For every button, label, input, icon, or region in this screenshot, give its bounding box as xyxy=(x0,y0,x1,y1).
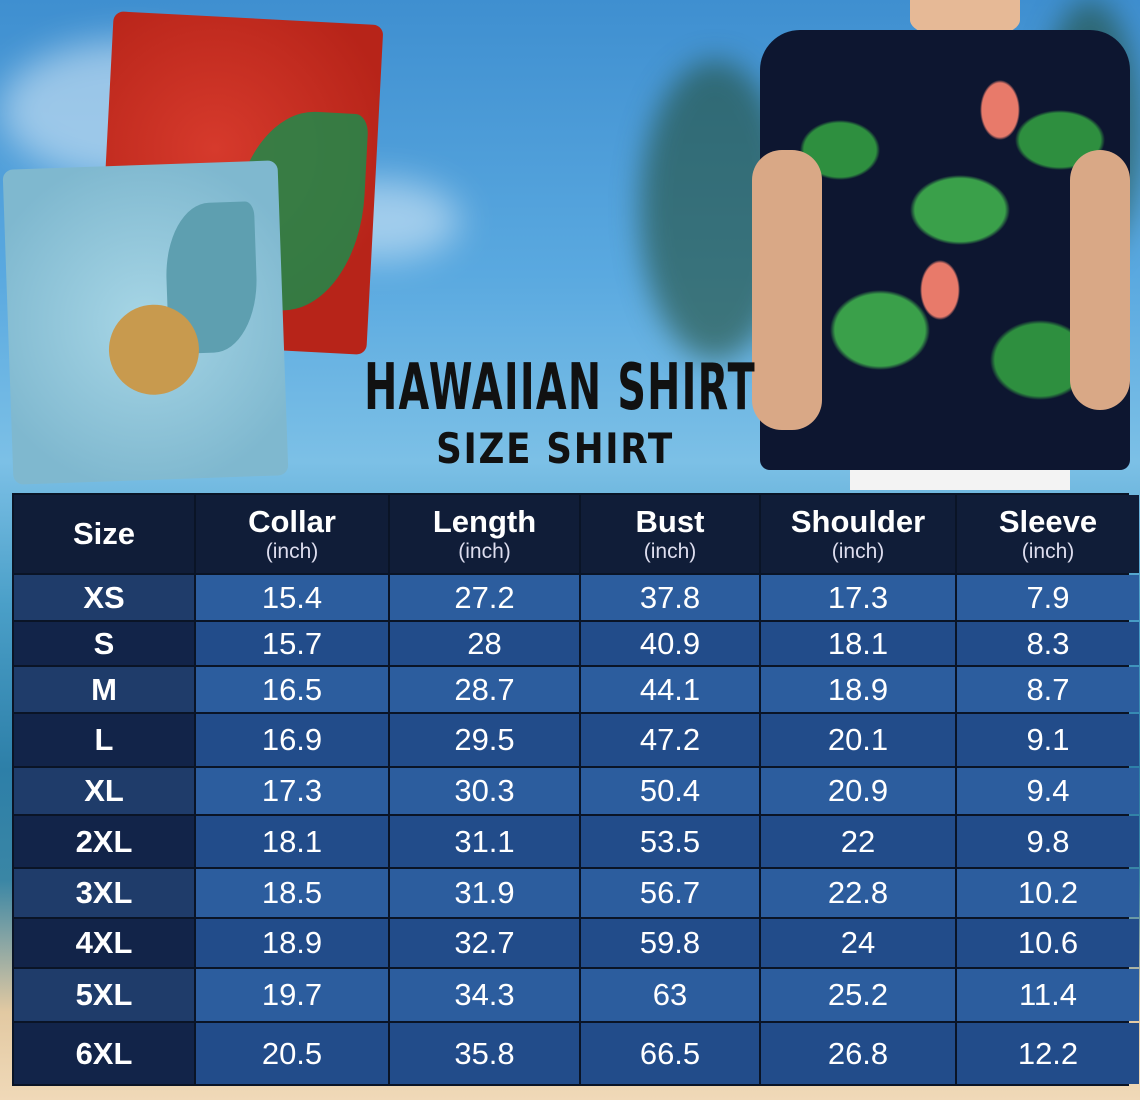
measurement-cell: 9.4 xyxy=(957,768,1139,814)
measurement-cell: 8.3 xyxy=(957,622,1139,665)
measurement-cell: 17.3 xyxy=(196,768,388,814)
size-label: S xyxy=(14,622,194,665)
measurement-cell: 35.8 xyxy=(390,1023,579,1084)
model-shirt-image xyxy=(750,0,1130,490)
measurement-cell: 18.1 xyxy=(196,816,388,867)
table-row: 6XL 20.5 35.8 66.5 26.8 12.2 xyxy=(14,1023,1139,1084)
measurement-cell: 31.9 xyxy=(390,869,579,917)
table-row: 5XL 19.7 34.3 63 25.2 11.4 xyxy=(14,969,1139,1021)
measurement-cell: 10.6 xyxy=(957,919,1139,967)
size-table: Size Collar (inch) Length (inch) Bust (inch) Sh… xyxy=(12,493,1139,1086)
measurement-cell: 30.3 xyxy=(390,768,579,814)
measurement-cell: 11.4 xyxy=(957,969,1139,1021)
column-unit: (inch) xyxy=(1021,540,1075,563)
measurement-cell: 17.3 xyxy=(761,575,955,620)
measurement-cell: 22 xyxy=(761,816,955,867)
measurement-cell: 50.4 xyxy=(581,768,759,814)
column-unit: (inch) xyxy=(643,540,697,563)
measurement-cell: 47.2 xyxy=(581,714,759,766)
column-name: Shoulder xyxy=(790,504,926,539)
column-header-size: Size xyxy=(14,495,194,573)
measurement-cell: 66.5 xyxy=(581,1023,759,1084)
measurement-cell: 7.9 xyxy=(957,575,1139,620)
size-label: 2XL xyxy=(14,816,194,867)
measurement-cell: 37.8 xyxy=(581,575,759,620)
measurement-cell: 28 xyxy=(390,622,579,665)
measurement-cell: 18.9 xyxy=(196,919,388,967)
measurement-cell: 15.7 xyxy=(196,622,388,665)
size-label: L xyxy=(14,714,194,766)
size-label: 3XL xyxy=(14,869,194,917)
measurement-cell: 16.9 xyxy=(196,714,388,766)
measurement-cell: 8.7 xyxy=(957,667,1139,712)
table-row: S 15.7 28 40.9 18.1 8.3 xyxy=(14,622,1139,665)
measurement-cell: 56.7 xyxy=(581,869,759,917)
column-header-collar: Collar (inch) xyxy=(196,495,388,573)
measurement-cell: 28.7 xyxy=(390,667,579,712)
column-unit: (inch) xyxy=(831,540,885,563)
measurement-cell: 22.8 xyxy=(761,869,955,917)
size-label: XL xyxy=(14,768,194,814)
measurement-cell: 31.1 xyxy=(390,816,579,867)
measurement-cell: 10.2 xyxy=(957,869,1139,917)
measurement-cell: 34.3 xyxy=(390,969,579,1021)
measurement-cell: 16.5 xyxy=(196,667,388,712)
column-header-sleeve: Sleeve (inch) xyxy=(957,495,1139,573)
measurement-cell: 27.2 xyxy=(390,575,579,620)
measurement-cell: 19.7 xyxy=(196,969,388,1021)
measurement-cell: 59.8 xyxy=(581,919,759,967)
table-row: M 16.5 28.7 44.1 18.9 8.7 xyxy=(14,667,1139,712)
size-label: 5XL xyxy=(14,969,194,1021)
page-title: HAWAIIAN SHIRT xyxy=(364,351,756,425)
column-header-length: Length (inch) xyxy=(390,495,579,573)
page-subtitle: SIZE SHIRT xyxy=(436,424,674,473)
size-label: 6XL xyxy=(14,1023,194,1084)
measurement-cell: 9.8 xyxy=(957,816,1139,867)
column-name: Bust xyxy=(635,504,705,539)
measurement-cell: 40.9 xyxy=(581,622,759,665)
measurement-cell: 20.1 xyxy=(761,714,955,766)
size-label: M xyxy=(14,667,194,712)
table-row: 4XL 18.9 32.7 59.8 24 10.6 xyxy=(14,919,1139,967)
size-label: XS xyxy=(14,575,194,620)
table-row: 2XL 18.1 31.1 53.5 22 9.8 xyxy=(14,816,1139,867)
measurement-cell: 12.2 xyxy=(957,1023,1139,1084)
blue-shirt-image xyxy=(2,160,289,485)
measurement-cell: 26.8 xyxy=(761,1023,955,1084)
measurement-cell: 15.4 xyxy=(196,575,388,620)
table-header: Size Collar (inch) Length (inch) Bust (inch) Sh… xyxy=(14,495,1139,573)
column-header-shoulder: Shoulder (inch) xyxy=(761,495,955,573)
measurement-cell: 18.1 xyxy=(761,622,955,665)
measurement-cell: 18.9 xyxy=(761,667,955,712)
column-name: Length xyxy=(432,504,537,539)
table-row: 3XL 18.5 31.9 56.7 22.8 10.2 xyxy=(14,869,1139,917)
measurement-cell: 9.1 xyxy=(957,714,1139,766)
measurement-cell: 63 xyxy=(581,969,759,1021)
table-row: XL 17.3 30.3 50.4 20.9 9.4 xyxy=(14,768,1139,814)
measurement-cell: 20.9 xyxy=(761,768,955,814)
table-row: XS 15.4 27.2 37.8 17.3 7.9 xyxy=(14,575,1139,620)
column-name: Collar xyxy=(248,504,336,539)
measurement-cell: 25.2 xyxy=(761,969,955,1021)
measurement-cell: 20.5 xyxy=(196,1023,388,1084)
measurement-cell: 53.5 xyxy=(581,816,759,867)
measurement-cell: 18.5 xyxy=(196,869,388,917)
measurement-cell: 32.7 xyxy=(390,919,579,967)
column-header-bust: Bust (inch) xyxy=(581,495,759,573)
measurement-cell: 24 xyxy=(761,919,955,967)
table-row: L 16.9 29.5 47.2 20.1 9.1 xyxy=(14,714,1139,766)
size-label: 4XL xyxy=(14,919,194,967)
column-name: Size xyxy=(72,516,136,551)
measurement-cell: 29.5 xyxy=(390,714,579,766)
column-name: Sleeve xyxy=(998,504,1098,539)
column-unit: (inch) xyxy=(265,540,319,563)
measurement-cell: 44.1 xyxy=(581,667,759,712)
column-unit: (inch) xyxy=(458,540,511,563)
